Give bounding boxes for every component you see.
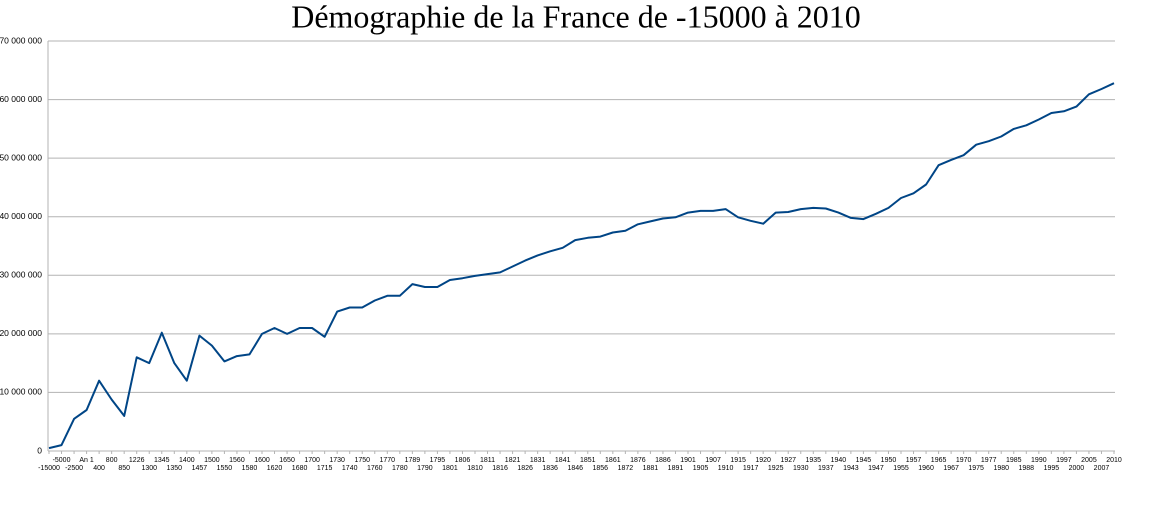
- x-tick-label: 1935: [806, 457, 822, 464]
- line-series: [48, 82, 1115, 450]
- x-tick-label: 1600: [254, 457, 270, 464]
- x-tick-label: 1886: [655, 457, 671, 464]
- x-tick-label: 2000: [1069, 465, 1085, 472]
- x-tick-label: 1801: [442, 465, 458, 472]
- x-tick-label: 1831: [530, 457, 546, 464]
- x-tick-label: 1891: [668, 465, 684, 472]
- y-tick-label: 40 000 000: [0, 211, 42, 221]
- x-tick-label: 1730: [329, 457, 345, 464]
- y-tick-label: 20 000 000: [0, 328, 42, 338]
- x-tick-label: 1400: [179, 457, 195, 464]
- x-tick-label: 1945: [856, 457, 872, 464]
- x-tick-label: 1810: [467, 465, 483, 472]
- x-tick-label: 850: [118, 465, 130, 472]
- y-tick-label: 0: [37, 445, 42, 455]
- x-tick-label: 1881: [643, 465, 659, 472]
- x-tick-label: 1901: [680, 457, 696, 464]
- x-tick-label: 1920: [755, 457, 771, 464]
- x-tick-label: 1975: [968, 465, 984, 472]
- x-tick-label: 2010: [1106, 457, 1122, 464]
- x-tick-label: 1680: [292, 465, 308, 472]
- x-tick-label: 1907: [705, 457, 721, 464]
- x-tick-label: 1620: [267, 465, 283, 472]
- x-tick-label: 1915: [730, 457, 746, 464]
- x-tick-label: 1960: [918, 465, 934, 472]
- x-tick-label: 1826: [517, 465, 533, 472]
- x-tick-label: 1760: [367, 465, 383, 472]
- x-tick-label: 1789: [405, 457, 421, 464]
- x-tick-label: 800: [106, 457, 118, 464]
- x-tick-label: 2007: [1094, 465, 1110, 472]
- x-tick-label: -2500: [65, 465, 83, 472]
- y-tick-label: 70 000 000: [0, 35, 42, 45]
- x-tick-label: 1950: [881, 457, 897, 464]
- x-tick-label: 1872: [618, 465, 634, 472]
- chart-title: Démographie de la France de -15000 à 201…: [291, 0, 861, 34]
- x-tick-label: 1841: [555, 457, 571, 464]
- x-tick-label: 1965: [931, 457, 947, 464]
- x-tick-label: 1861: [605, 457, 621, 464]
- x-tick-label: -5000: [53, 457, 71, 464]
- y-tick-label: 10 000 000: [0, 387, 42, 397]
- x-tick-label: 1345: [154, 457, 170, 464]
- y-tick-label: 60 000 000: [0, 94, 42, 104]
- x-tick-label: 1940: [831, 457, 847, 464]
- x-tick-label: 1500: [204, 457, 220, 464]
- x-tick-label: 1943: [843, 465, 859, 472]
- x-tick-label: 1750: [354, 457, 370, 464]
- x-tick-label: 1821: [505, 457, 521, 464]
- x-tick-label: 1977: [981, 457, 997, 464]
- x-tick-label: 1457: [192, 465, 208, 472]
- x-tick-label: 1930: [793, 465, 809, 472]
- x-tick-label: 1955: [893, 465, 909, 472]
- x-tick-label: 1846: [567, 465, 583, 472]
- x-tick-label: An 1: [79, 457, 94, 464]
- x-tick-label: 1910: [718, 465, 734, 472]
- x-tick-label: 1970: [956, 457, 972, 464]
- x-tick-label: 1740: [342, 465, 358, 472]
- x-tick-label: 1851: [580, 457, 596, 464]
- y-tick-label: 30 000 000: [0, 270, 42, 280]
- x-tick-label: 1715: [317, 465, 333, 472]
- x-tick-label: 1917: [743, 465, 759, 472]
- x-tick-label: 1811: [480, 457, 495, 464]
- x-tick-label: 1790: [417, 465, 433, 472]
- x-tick-label: 1937: [818, 465, 834, 472]
- x-tick-label: 1550: [217, 465, 233, 472]
- x-tick-label: 400: [93, 465, 105, 472]
- x-tick-label: 1806: [455, 457, 471, 464]
- x-tick-label: 2005: [1081, 457, 1097, 464]
- x-tick-label: 1795: [430, 457, 446, 464]
- x-tick-label: 1997: [1056, 457, 1072, 464]
- x-tick-label: 1957: [906, 457, 922, 464]
- x-tick-label: 1300: [141, 465, 157, 472]
- x-tick-label: 1560: [229, 457, 245, 464]
- x-tick-label: 1856: [593, 465, 609, 472]
- x-tick-label: 1990: [1031, 457, 1047, 464]
- x-tick-label: 1980: [993, 465, 1009, 472]
- x-tick-label: 1925: [768, 465, 784, 472]
- x-tick-label: -15000: [38, 465, 60, 472]
- x-tick-label: 1876: [630, 457, 646, 464]
- x-tick-label: 1988: [1019, 465, 1035, 472]
- x-tick-label: 1927: [780, 457, 796, 464]
- x-tick-label: 1985: [1006, 457, 1022, 464]
- x-tick-label: 1350: [167, 465, 183, 472]
- x-tick-label: 1580: [242, 465, 258, 472]
- x-tick-label: 1226: [129, 457, 145, 464]
- x-tick-label: 1905: [693, 465, 709, 472]
- y-tick-label: 50 000 000: [0, 152, 42, 162]
- x-tick-label: 1816: [492, 465, 508, 472]
- x-tick-label: 1967: [943, 465, 959, 472]
- x-tick-label: 1995: [1044, 465, 1060, 472]
- x-tick-label: 1770: [380, 457, 396, 464]
- x-tick-label: 1836: [542, 465, 558, 472]
- x-tick-label: 1700: [304, 457, 320, 464]
- x-tick-label: 1780: [392, 465, 408, 472]
- x-tick-label: 1947: [868, 465, 884, 472]
- x-tick-label: 1650: [279, 457, 295, 464]
